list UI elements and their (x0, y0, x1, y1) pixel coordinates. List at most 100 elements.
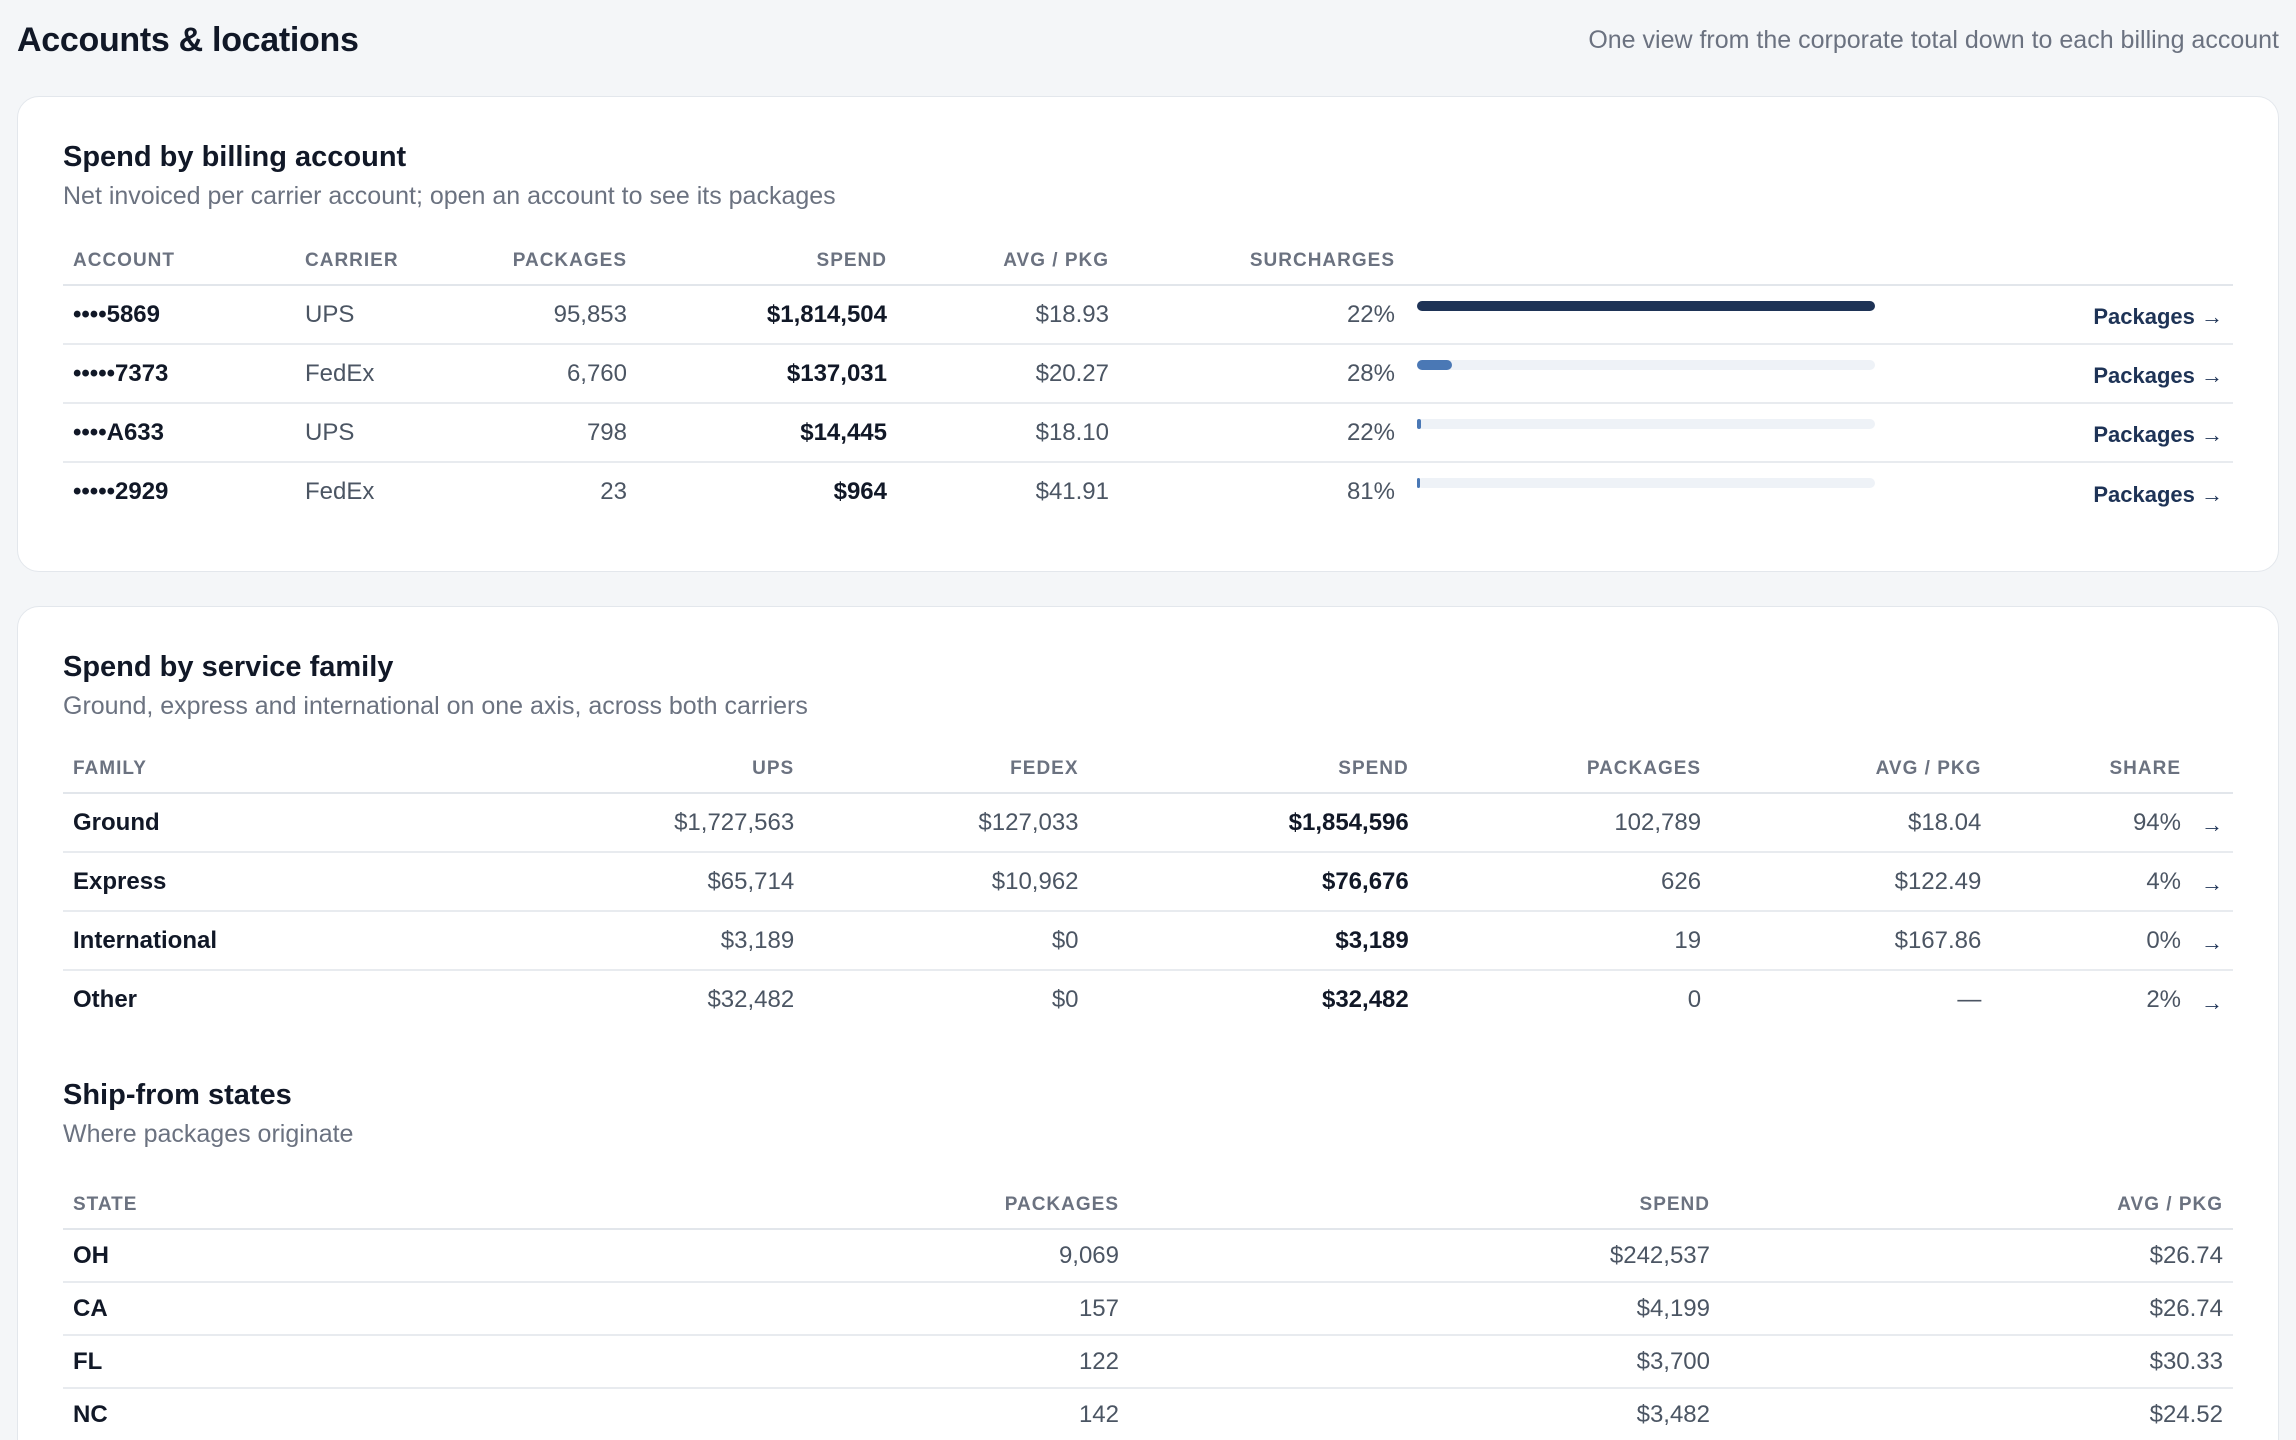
account-number: •••••7373 (63, 344, 295, 404)
billing-section-title: Spend by billing account (63, 141, 407, 173)
col-header-share: SHARE (1991, 751, 2191, 794)
state-row: CA 157 $4,199 $26.74 (63, 1282, 2233, 1336)
service-family-row[interactable]: Other $32,482 $0 $32,482 0 — 2% → (63, 970, 2233, 1029)
avg-per-package: $122.49 (1711, 852, 1992, 912)
account-number: ••••5869 (63, 285, 295, 345)
col-header-spend: SPEND (1129, 1187, 1720, 1230)
arrow-right-icon[interactable]: → (2201, 989, 2223, 1015)
spend-amount: $137,031 (637, 344, 897, 404)
col-header-avg-pkg: AVG / PKG (897, 243, 1119, 286)
spend-bar-cell (1405, 344, 1885, 404)
packages-link[interactable]: Packages → (2093, 481, 2223, 507)
billing-account-row[interactable]: •••••2929 FedEx 23 $964 $41.91 81% Packages → (63, 462, 2233, 521)
carrier-name: UPS (295, 285, 425, 345)
ups-spend: $32,482 (707, 986, 795, 1013)
state-code: NC (73, 1401, 108, 1428)
col-header-bar (1405, 243, 1885, 286)
col-header-spend: SPEND (1088, 751, 1419, 794)
packages-link[interactable]: Packages → (2093, 304, 2223, 329)
avg-per-package: $20.27 (897, 344, 1119, 404)
service-table: FAMILY UPS FEDEX SPEND PACKAGES AVG / PK… (63, 751, 2233, 1029)
surcharges-percent: 28% (1119, 344, 1405, 404)
packages-count: 798 (425, 403, 637, 463)
spend-bar-fill (1417, 478, 1420, 488)
surcharges-percent: 22% (1119, 285, 1405, 345)
surcharges-percent: 22% (1119, 403, 1405, 463)
packages-count: 9,069 (443, 1229, 1129, 1283)
share-percent: 0% (1991, 911, 2191, 971)
share-percent: 2% (2146, 986, 2181, 1013)
billing-account-row[interactable]: ••••5869 UPS 95,853 $1,814,504 $18.93 22% Pack… (63, 285, 2233, 345)
col-header-state: STATE (63, 1187, 443, 1230)
spend-amount: $242,537 (1129, 1229, 1720, 1283)
avg-per-package: $18.04 (1711, 793, 1992, 853)
avg-per-package: $30.33 (1720, 1335, 2233, 1389)
billing-table: ACCOUNT CARRIER PACKAGES SPEND AVG / PKG… (63, 243, 2233, 521)
state-row: FL 122 $3,700 $30.33 (63, 1335, 2233, 1389)
fedex-spend: $127,033 (804, 793, 1089, 853)
spend-bar-track (1417, 478, 1875, 488)
packages-count: 122 (443, 1335, 1129, 1389)
share-percent: 4% (1991, 852, 2191, 912)
packages-count: 95,853 (425, 285, 637, 345)
family-name: Ground (63, 793, 363, 853)
spend-bar-fill (1417, 359, 1452, 370)
spend-bar-track (1417, 300, 1875, 311)
packages-link[interactable]: Packages → (2093, 422, 2223, 447)
states-header-row: STATE PACKAGES SPEND AVG / PKG (63, 1187, 2233, 1230)
family-name: Express (63, 852, 363, 912)
action-cell: Packages → (1885, 462, 2233, 521)
service-family-row[interactable]: International $3,189 $0 $3,189 19 $167.86 0% → (63, 911, 2233, 971)
ups-spend: $3,189 (362, 911, 805, 971)
spend-amount: $3,700 (1129, 1335, 1720, 1389)
spend-bar-cell (1405, 403, 1885, 463)
avg-per-package: $167.86 (1711, 911, 1992, 971)
carrier-name: UPS (295, 403, 425, 463)
spend-amount: $4,199 (1129, 1282, 1720, 1336)
service-family-row[interactable]: Ground $1,727,563 $127,033 $1,854,596 102,78… (63, 793, 2233, 853)
service-family-card: Spend by service family Ground, express … (17, 606, 2279, 1440)
state-code: OH (63, 1229, 443, 1283)
billing-account-row[interactable]: •••••7373 FedEx 6,760 $137,031 $20.27 28% Pack… (63, 344, 2233, 404)
arrow-right-icon[interactable]: → (2201, 812, 2223, 837)
states-section-title: Ship-from states (63, 1079, 292, 1111)
packages-link[interactable]: Packages → (2093, 363, 2223, 388)
packages-count: 142 (1078, 1401, 1119, 1428)
arrow-right-icon[interactable]: → (2201, 871, 2223, 896)
col-header-avg-pkg: AVG / PKG (1711, 751, 1992, 794)
states-section-subtitle: Where packages originate (63, 1120, 354, 1148)
service-family-row[interactable]: Express $65,714 $10,962 $76,676 626 $122.49 4%… (63, 852, 2233, 912)
total-spend: $1,854,596 (1088, 793, 1419, 853)
spend-bar-track (1417, 418, 1875, 429)
col-header-spend: SPEND (637, 243, 897, 286)
service-section-subtitle: Ground, express and international on one… (63, 692, 808, 720)
col-header-surcharges: SURCHARGES (1119, 243, 1405, 286)
avg-per-package: $26.74 (1720, 1282, 2233, 1336)
states-table: STATE PACKAGES SPEND AVG / PKG OH 9,069 $2… (63, 1187, 2233, 1440)
arrow-right-icon[interactable]: → (2201, 930, 2223, 955)
total-spend: $76,676 (1088, 852, 1419, 912)
account-number: •••••2929 (73, 478, 169, 505)
col-header-packages: PACKAGES (443, 1187, 1129, 1230)
packages-count: 626 (1418, 852, 1712, 912)
service-header-row: FAMILY UPS FEDEX SPEND PACKAGES AVG / PK… (63, 751, 2233, 794)
packages-count: 102,789 (1418, 793, 1712, 853)
spend-bar-track (1417, 359, 1875, 370)
spend-bar-cell (1405, 462, 1885, 521)
action-cell: Packages → (1885, 403, 2233, 463)
action-cell: → (2191, 970, 2233, 1029)
col-header-avg-pkg: AVG / PKG (1720, 1187, 2233, 1230)
packages-count: 157 (443, 1282, 1129, 1336)
family-name: Other (73, 986, 138, 1013)
avg-per-package: $18.93 (897, 285, 1119, 345)
avg-per-package: — (1957, 986, 1982, 1013)
action-cell: Packages → (1885, 285, 2233, 345)
total-spend: $3,189 (1088, 911, 1419, 971)
account-number: ••••A633 (63, 403, 295, 463)
state-row: NC 142 $3,482 $24.52 (63, 1388, 2233, 1440)
ups-spend: $1,727,563 (362, 793, 805, 853)
carrier-name: FedEx (305, 478, 375, 505)
service-section-title: Spend by service family (63, 651, 394, 683)
billing-account-row[interactable]: ••••A633 UPS 798 $14,445 $18.10 22% Packages → (63, 403, 2233, 463)
